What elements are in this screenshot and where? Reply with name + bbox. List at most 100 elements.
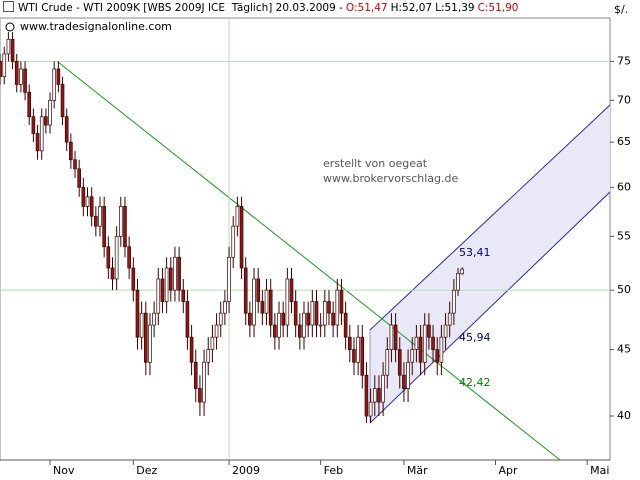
candle-body <box>264 289 269 314</box>
candle-body <box>339 289 344 314</box>
y-tick-label: 55 <box>617 229 631 242</box>
x-tick-label: Dez <box>136 464 157 477</box>
note: www.brokervorschlag.de <box>323 172 459 185</box>
candle-body <box>243 267 248 314</box>
candle-body <box>285 278 290 326</box>
candle-body <box>135 289 140 338</box>
x-tick-label: Feb <box>324 464 343 477</box>
title: WTI Crude - WTI 2009K [WBS 2009J ICE Täg… <box>18 2 343 14</box>
candle-body <box>19 68 23 85</box>
candle-body <box>447 312 452 326</box>
candle-body <box>81 186 86 207</box>
candle-body <box>77 168 81 188</box>
candle-body <box>52 68 57 101</box>
menu-icon <box>3 1 14 12</box>
candle-body <box>189 336 194 363</box>
candle-body <box>239 206 244 269</box>
watermark: www.tradesignalonline.com <box>20 20 172 33</box>
channel-upper <box>369 104 611 331</box>
x-tick-label: Apr <box>499 464 519 477</box>
candle-body <box>227 256 231 302</box>
candle-body <box>327 301 331 314</box>
candle-body <box>98 206 102 227</box>
candle-body <box>439 336 444 363</box>
candle-body <box>385 349 390 376</box>
candle-body <box>27 91 32 118</box>
candle-body <box>139 312 144 338</box>
candle-body <box>393 324 398 350</box>
candle-body <box>0 61 2 78</box>
candle-body <box>160 278 165 302</box>
candle-body <box>252 278 256 326</box>
candle-body <box>381 374 385 403</box>
candle-body <box>268 289 273 326</box>
candle-body <box>260 301 265 314</box>
candle-body <box>10 38 15 62</box>
header: WTI Crude - WTI 2009K [WBS 2009J ICE Täg… <box>0 0 640 17</box>
candle-body <box>377 388 381 403</box>
candle-body <box>73 159 77 170</box>
quote: C:51,90 <box>477 2 519 14</box>
y-tick-label: 45 <box>617 343 631 356</box>
x-tick-label: 2009 <box>232 464 260 477</box>
candle-body <box>148 324 152 363</box>
candle-body <box>218 312 223 326</box>
candle-body <box>298 324 302 338</box>
candle-body <box>352 349 356 363</box>
candle-body <box>248 312 252 326</box>
price-annotation: 42,42 <box>459 376 491 389</box>
candle-body <box>143 312 148 363</box>
candle-body <box>223 301 227 314</box>
candle-body <box>277 312 281 338</box>
candle-body <box>35 133 40 152</box>
candle-body <box>110 267 115 280</box>
y-tick-label: 75 <box>617 54 631 67</box>
candle-body <box>372 388 377 403</box>
candle-body <box>318 324 323 327</box>
candle-body <box>2 53 7 78</box>
unit-label: $/. <box>614 3 628 16</box>
candle-body <box>302 312 306 338</box>
candle-body <box>443 324 448 338</box>
candle-body <box>389 324 394 350</box>
y-tick-label: 50 <box>617 283 631 296</box>
candle-body <box>69 141 73 161</box>
candle-body <box>235 206 240 227</box>
candle-body <box>6 38 11 55</box>
candle-body <box>168 267 173 291</box>
candle-body <box>85 196 90 207</box>
candle-body <box>256 278 261 302</box>
quote: L:51,39 <box>435 2 475 14</box>
candle-body <box>31 116 36 134</box>
candle-body <box>323 301 327 326</box>
x-tick-label: Mär <box>407 464 428 477</box>
quote: O:51,47 <box>345 2 388 14</box>
candle-body <box>410 349 415 363</box>
price-annotation: 45,94 <box>459 331 491 344</box>
y-tick-label: 65 <box>617 135 631 148</box>
candle-body <box>131 267 136 291</box>
candle-body <box>214 324 219 338</box>
channel-lower <box>369 191 611 424</box>
candle-body <box>310 301 315 326</box>
candle-body <box>185 301 190 338</box>
candle-body <box>173 256 177 291</box>
candle-body <box>406 361 410 389</box>
candle-body <box>164 267 169 302</box>
candle-body <box>273 324 277 338</box>
candle-body <box>335 289 340 326</box>
candle-body <box>314 301 319 326</box>
candle-body <box>44 116 48 126</box>
candle-body <box>435 349 440 363</box>
candle-body <box>397 349 402 376</box>
candle-body <box>452 289 456 314</box>
candle-body <box>418 336 423 363</box>
candle-body <box>156 278 161 314</box>
candle-body <box>127 246 131 269</box>
candle-body <box>152 312 156 326</box>
candle-body <box>422 324 427 363</box>
candle-body <box>460 268 465 275</box>
candle-body <box>177 256 181 291</box>
